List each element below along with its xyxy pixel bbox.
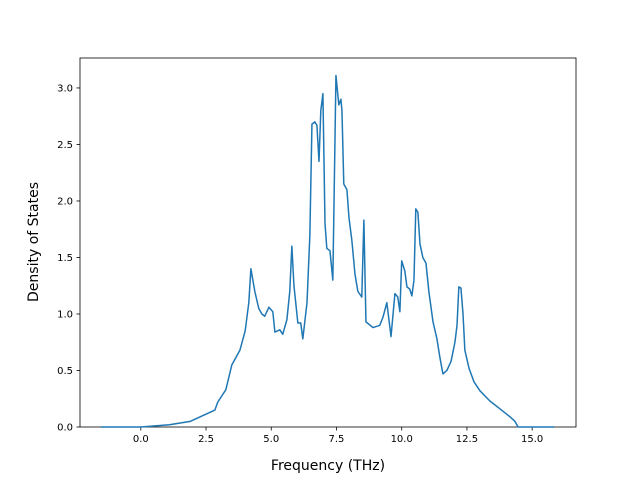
x-tick-label: 5.0 [263,434,279,445]
plot-frame [79,57,577,428]
y-tick-label: 1.5 [57,253,73,264]
y-tick-label: 0.0 [57,423,73,434]
y-axis-label: Density of States [26,182,42,302]
x-tick-label: 2.5 [198,434,214,445]
y-tick-label: 3.0 [57,83,73,94]
x-tick-label: 10.0 [391,434,413,445]
x-tick-label: 0.0 [133,434,149,445]
y-tick-label: 0.5 [57,366,73,377]
x-tick-label: 12.5 [456,434,478,445]
y-tick-label: 2.0 [57,196,73,207]
x-tick-label: 15.0 [521,434,543,445]
x-tick-label: 7.5 [329,434,345,445]
x-axis-label: Frequency (THz) [271,458,385,474]
y-tick-label: 2.5 [57,140,73,151]
data-line [100,74,555,428]
y-tick-label: 1.0 [57,309,73,320]
